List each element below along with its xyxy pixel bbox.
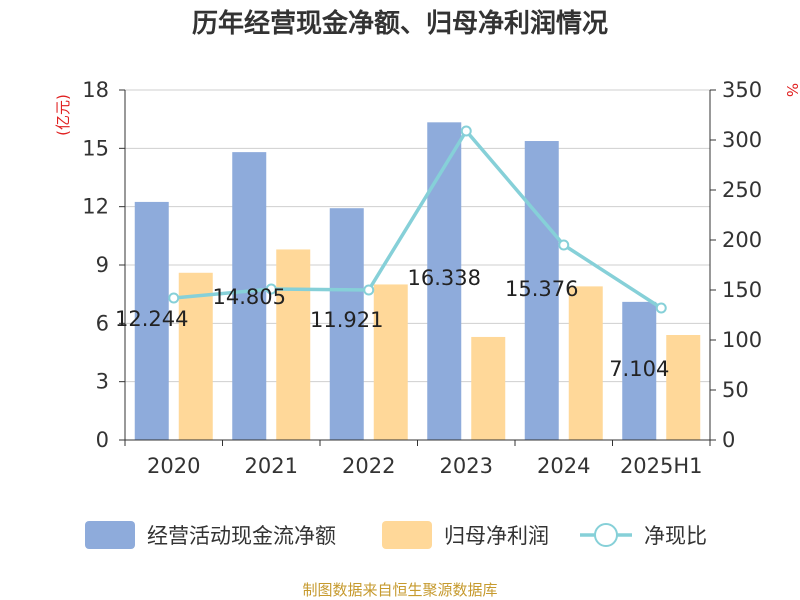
legend-swatch-cashflow[interactable] [85, 521, 135, 549]
left-tick-label: 6 [96, 311, 109, 335]
left-tick-label: 15 [82, 136, 109, 160]
legend-label-cashflow[interactable]: 经营活动现金流净额 [147, 524, 336, 548]
legend-label-ratio[interactable]: 净现比 [644, 524, 707, 548]
right-tick-label: 250 [722, 178, 762, 202]
right-axis-unit: % [783, 83, 800, 97]
chart-title: 历年经营现金净额、归母净利润情况 [192, 8, 608, 39]
bars [134, 122, 701, 441]
ratio-line [168, 125, 667, 314]
legend-label-netprofit[interactable]: 归母净利润 [444, 524, 549, 548]
legend[interactable]: 经营活动现金流净额 归母净利润 净现比 [85, 521, 707, 549]
left-tick-label: 18 [82, 78, 109, 102]
x-tick-label: 2023 [440, 454, 493, 478]
bar-netprofit[interactable] [666, 335, 701, 440]
ratio-point[interactable] [265, 283, 277, 295]
ratio-point[interactable] [363, 284, 375, 296]
x-tick-label: 2020 [147, 454, 200, 478]
source-note: 制图数据来自恒生聚源数据库 [302, 581, 497, 599]
left-tick-label: 9 [96, 253, 109, 277]
ratio-point[interactable] [558, 239, 570, 251]
bar-netprofit[interactable] [373, 284, 408, 440]
axes: 0 3 6 9 12 15 18 0 50 100 150 200 250 300 350 2020 2021 2… [82, 78, 762, 478]
right-tick-label: 350 [722, 78, 762, 102]
cashflow-data-label: 7.104 [609, 357, 669, 381]
right-tick-label: 0 [722, 428, 735, 452]
bar-netprofit[interactable] [568, 286, 603, 440]
x-tick-label: 2025H1 [620, 454, 703, 478]
right-tick-label: 50 [722, 378, 749, 402]
grid-lines [125, 89, 710, 383]
bar-netprofit[interactable] [471, 336, 506, 440]
data-labels: 12.244 14.805 11.921 16.338 15.376 7.104 [115, 266, 669, 381]
ratio-point[interactable] [655, 302, 667, 314]
right-tick-label: 100 [722, 328, 762, 352]
bar-cashflow[interactable] [427, 122, 462, 441]
cashflow-data-label: 15.376 [505, 277, 578, 301]
cashflow-data-label: 12.244 [115, 307, 188, 331]
right-tick-label: 300 [722, 128, 762, 152]
right-tick-label: 150 [722, 278, 762, 302]
x-tick-label: 2022 [342, 454, 395, 478]
ratio-point[interactable] [168, 292, 180, 304]
bar-netprofit[interactable] [276, 249, 311, 440]
bar-cashflow[interactable] [134, 201, 169, 440]
ratio-point[interactable] [460, 125, 472, 137]
legend-swatch-ratio-marker[interactable] [594, 523, 618, 547]
left-axis-unit: (亿元) [54, 94, 72, 136]
bar-cashflow[interactable] [524, 141, 559, 440]
left-tick-label: 0 [96, 428, 109, 452]
left-tick-label: 3 [96, 370, 109, 394]
bar-cashflow[interactable] [329, 208, 364, 440]
bar-cashflow[interactable] [622, 301, 657, 440]
left-tick-label: 12 [82, 195, 109, 219]
bar-netprofit[interactable] [178, 272, 213, 440]
right-tick-label: 200 [722, 228, 762, 252]
cashflow-data-label: 14.805 [213, 285, 286, 309]
x-tick-label: 2021 [245, 454, 298, 478]
bar-cashflow[interactable] [232, 152, 267, 440]
legend-swatch-netprofit[interactable] [382, 521, 432, 549]
cashflow-data-label: 11.921 [310, 308, 383, 332]
ratio-line-path [173, 128, 663, 310]
cashflow-data-label: 16.338 [408, 266, 481, 290]
x-tick-label: 2024 [537, 454, 590, 478]
